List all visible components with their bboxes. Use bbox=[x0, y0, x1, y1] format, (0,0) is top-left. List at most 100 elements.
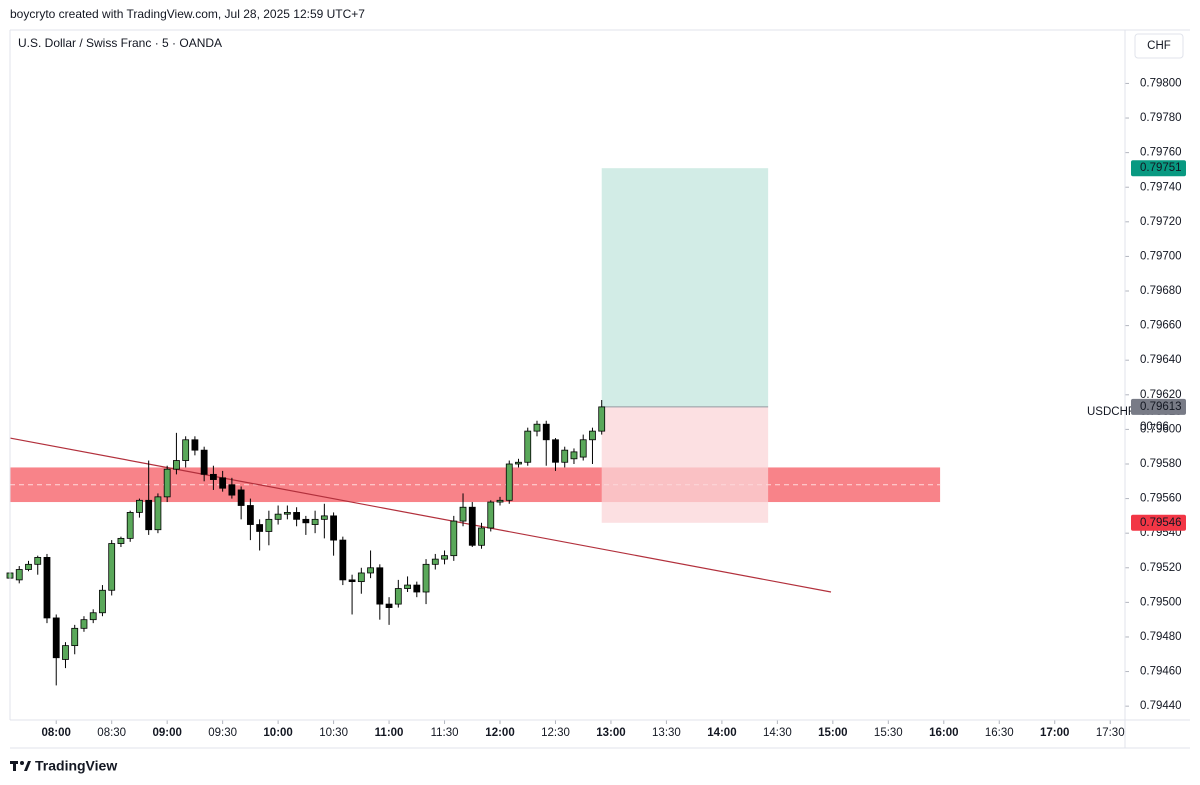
candle bbox=[422, 559, 430, 605]
y-tick-label: 0.79460 bbox=[1140, 666, 1182, 678]
candle-body bbox=[43, 556, 51, 619]
y-tick-label: 0.79680 bbox=[1140, 285, 1182, 297]
candle bbox=[293, 507, 301, 527]
candle-body bbox=[62, 645, 69, 660]
x-tick-label: 17:00 bbox=[1040, 727, 1069, 739]
candle-body bbox=[385, 603, 393, 608]
candle-body bbox=[219, 477, 227, 489]
y-tick-label: 0.79720 bbox=[1140, 216, 1182, 228]
candle bbox=[25, 560, 32, 572]
candle bbox=[524, 427, 532, 466]
y-tick-label: 0.79580 bbox=[1140, 458, 1182, 470]
candle bbox=[154, 493, 162, 534]
y-tick-label: 0.79500 bbox=[1140, 596, 1182, 608]
candle bbox=[256, 519, 264, 551]
y-tick-label: 0.79440 bbox=[1140, 700, 1182, 712]
plot-area bbox=[6, 82, 1129, 724]
candle bbox=[80, 616, 88, 632]
x-tick-label: 17:30 bbox=[1096, 727, 1125, 739]
candle-body bbox=[99, 589, 106, 614]
x-tick-label: 08:00 bbox=[42, 727, 71, 739]
candle-body bbox=[367, 567, 374, 574]
y-tick-label: 0.79660 bbox=[1140, 320, 1182, 332]
y-tick-label: 0.79800 bbox=[1140, 77, 1182, 89]
candle-body bbox=[533, 423, 541, 432]
price-tag bbox=[1131, 398, 1186, 415]
price-tag bbox=[1131, 514, 1186, 531]
candle-body bbox=[246, 505, 254, 525]
candle-body bbox=[117, 537, 125, 544]
candle-body bbox=[598, 406, 606, 432]
candle bbox=[367, 550, 374, 579]
candle-body bbox=[256, 524, 264, 532]
candle-body bbox=[394, 588, 402, 605]
x-tick-label: 16:30 bbox=[985, 727, 1014, 739]
candle-body bbox=[136, 499, 143, 513]
currency: CHF bbox=[1147, 40, 1171, 52]
candle bbox=[62, 642, 69, 669]
candle-body bbox=[339, 539, 347, 581]
x-tick-label: 10:00 bbox=[263, 727, 292, 739]
x-tick-label: 10:30 bbox=[319, 727, 348, 739]
candle bbox=[108, 540, 116, 596]
candle bbox=[311, 510, 319, 534]
brand-logo bbox=[10, 761, 31, 771]
x-tick-label: 09:30 bbox=[208, 727, 237, 739]
candle-body bbox=[487, 501, 495, 529]
y-tick-label: 0.79640 bbox=[1140, 354, 1182, 366]
x-tick-label: 14:30 bbox=[763, 727, 792, 739]
candle-body bbox=[515, 461, 522, 465]
candle bbox=[302, 515, 310, 535]
x-tick-label: 12:00 bbox=[485, 727, 514, 739]
candle bbox=[339, 536, 347, 586]
candle bbox=[413, 581, 421, 598]
x-tick-label: 12:30 bbox=[541, 727, 570, 739]
x-tick-label: 14:00 bbox=[707, 727, 736, 739]
candle-body bbox=[330, 515, 337, 541]
candle-body bbox=[561, 449, 569, 463]
candle bbox=[43, 553, 51, 624]
candle bbox=[246, 498, 254, 541]
candle bbox=[589, 427, 596, 464]
candle-body bbox=[80, 619, 88, 629]
candle-body bbox=[283, 512, 291, 515]
candle-body bbox=[478, 527, 485, 546]
candle-body bbox=[228, 484, 236, 496]
candle-body bbox=[108, 543, 116, 591]
x-tick-label: 08:30 bbox=[97, 727, 126, 739]
candle-body bbox=[422, 563, 430, 593]
candle-body bbox=[25, 563, 32, 570]
candle-body bbox=[496, 499, 504, 503]
candle bbox=[357, 567, 365, 594]
candle bbox=[487, 500, 495, 532]
candle-body bbox=[209, 473, 217, 480]
currency-box[interactable] bbox=[1134, 33, 1184, 59]
candle-body bbox=[34, 556, 42, 565]
candle bbox=[478, 522, 485, 549]
candle-body bbox=[589, 430, 596, 441]
candle-body bbox=[552, 439, 559, 463]
trend-line bbox=[9, 437, 832, 593]
candle-body bbox=[542, 423, 550, 441]
candle-body bbox=[404, 584, 411, 589]
candle-body bbox=[459, 506, 467, 522]
candle-body bbox=[163, 468, 171, 498]
y-tick-label: 0.79520 bbox=[1140, 562, 1182, 574]
x-tick-label: 15:30 bbox=[874, 727, 903, 739]
candle bbox=[505, 460, 513, 504]
candle bbox=[265, 510, 273, 546]
x-tick-label: 09:00 bbox=[152, 727, 181, 739]
candle-body bbox=[468, 506, 476, 546]
candle bbox=[274, 505, 282, 525]
candle bbox=[598, 399, 606, 435]
candle bbox=[15, 566, 23, 584]
candle bbox=[173, 432, 180, 475]
candle-body bbox=[450, 520, 458, 557]
candle-body bbox=[145, 499, 153, 531]
y-tick-label: 0.79620 bbox=[1140, 389, 1182, 401]
candle-body bbox=[579, 439, 587, 458]
candle bbox=[71, 624, 79, 655]
candle bbox=[126, 510, 134, 542]
x-tick-label: 11:00 bbox=[375, 727, 404, 739]
candle-body bbox=[293, 512, 301, 520]
